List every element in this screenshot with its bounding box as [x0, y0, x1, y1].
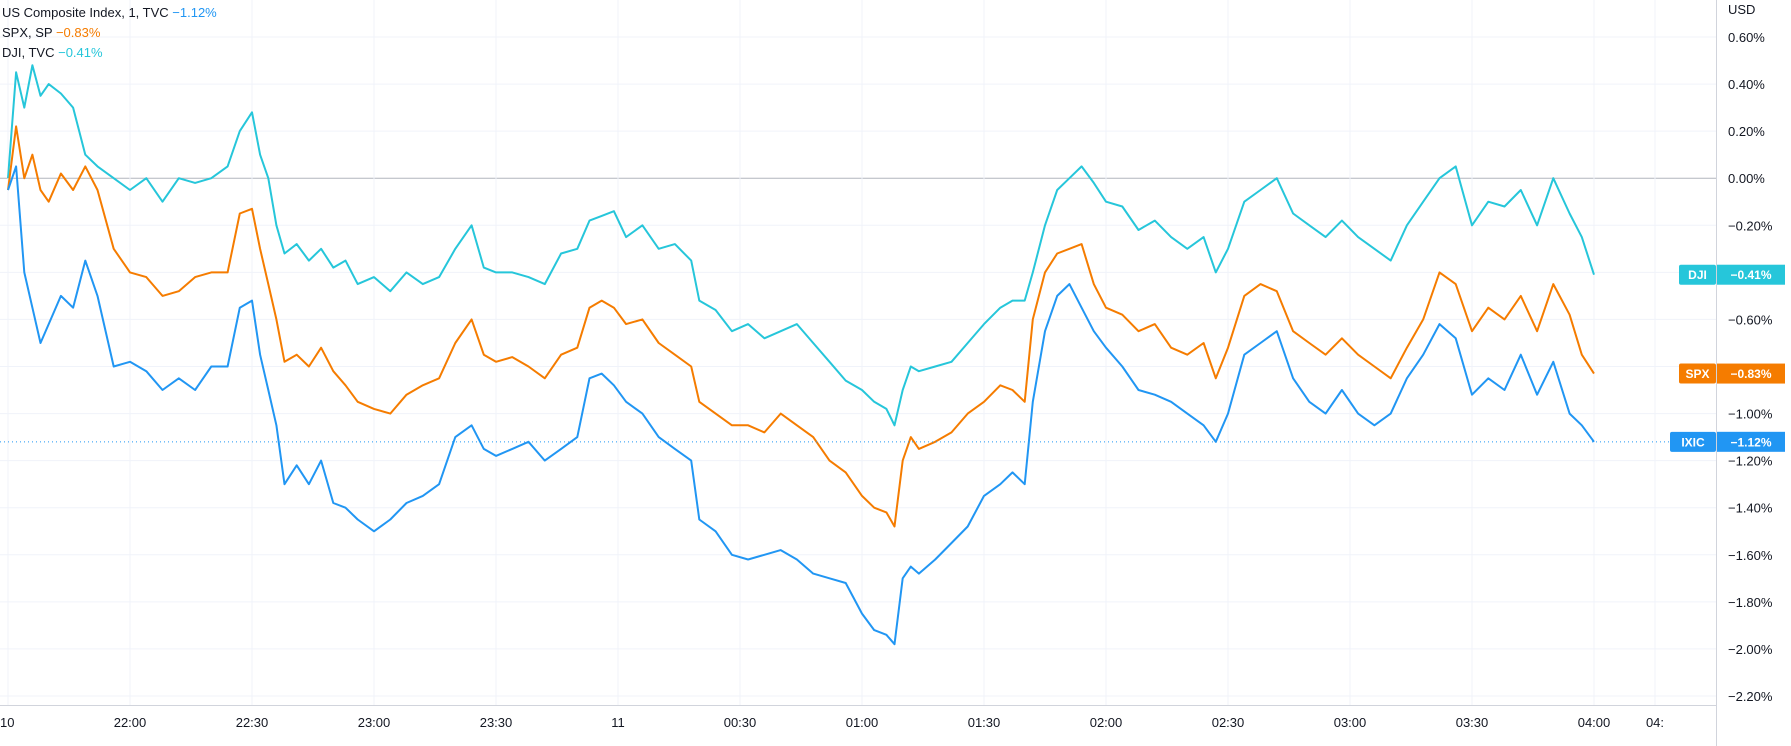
- dji-series-line[interactable]: [7, 64, 1595, 427]
- y-tick-label: −1.80%: [1728, 595, 1773, 610]
- legend-entry[interactable]: DJI, TVC −0.41%: [2, 45, 103, 60]
- y-tick-label: 0.60%: [1728, 30, 1765, 45]
- spx-badge-label: SPX: [1685, 367, 1709, 381]
- legend-entry-value: −0.83%: [56, 25, 101, 40]
- x-tick-label: 03:00: [1334, 715, 1367, 730]
- x-tick-label: 04:00: [1578, 715, 1611, 730]
- x-tick-label: 22:30: [236, 715, 269, 730]
- legend-entry-name: DJI, TVC: [2, 45, 58, 60]
- x-tick-label: 10: [0, 715, 14, 730]
- x-tick-label: 00:30: [724, 715, 757, 730]
- series-layer: [0, 64, 1716, 646]
- y-tick-label: −2.00%: [1728, 642, 1773, 657]
- x-tick-label: 23:00: [358, 715, 391, 730]
- axis-unit-label: USD: [1728, 2, 1755, 17]
- legend: US Composite Index, 1, TVC −1.12% SPX, SP…: [2, 5, 217, 60]
- x-tick-label: 11: [611, 715, 625, 730]
- legend-entry-value: −1.12%: [172, 5, 217, 20]
- ixic-badge-label: IXIC: [1681, 435, 1705, 449]
- y-tick-label: 0.20%: [1728, 124, 1765, 139]
- dji-badge-label-bg: [1679, 264, 1716, 285]
- legend-entry-value: −0.41%: [58, 45, 103, 60]
- legend-entry-name: SPX, SP: [2, 25, 56, 40]
- legend-entry[interactable]: US Composite Index, 1, TVC −1.12%: [2, 5, 217, 20]
- x-tick-label: 22:00: [114, 715, 147, 730]
- x-tick-label: 04:: [1646, 715, 1664, 730]
- y-tick-label: 0.40%: [1728, 77, 1765, 92]
- legend-entry[interactable]: SPX, SP −0.83%: [2, 25, 101, 40]
- ixic-badge-value: −1.12%: [1730, 435, 1771, 449]
- ixic-badge-label-bg: [1670, 431, 1716, 452]
- legend-entry-name: US Composite Index, 1, TVC: [2, 5, 172, 20]
- x-tick-label: 01:30: [968, 715, 1001, 730]
- dji-badge-value: −0.41%: [1730, 268, 1771, 282]
- y-tick-label: −1.60%: [1728, 548, 1773, 563]
- x-tick-label: 03:30: [1456, 715, 1489, 730]
- x-tick-label: 23:30: [480, 715, 513, 730]
- y-tick-label: −0.60%: [1728, 312, 1773, 327]
- dji-badge-label: DJI: [1688, 268, 1707, 282]
- x-tick-label: 02:30: [1212, 715, 1245, 730]
- y-tick-label: −1.00%: [1728, 407, 1773, 422]
- y-tick-label: 0.00%: [1728, 171, 1765, 186]
- x-tick-label: 02:00: [1090, 715, 1123, 730]
- spx-badge-value-bg: [1717, 363, 1785, 384]
- ixic-badge-value-bg: [1717, 431, 1785, 452]
- y-tick-label: −1.20%: [1728, 454, 1773, 469]
- dji-badge-value-bg: [1717, 264, 1785, 285]
- y-tick-label: −1.40%: [1728, 501, 1773, 516]
- spx-badge-value: −0.83%: [1730, 367, 1771, 381]
- y-tick-label: −0.20%: [1728, 218, 1773, 233]
- spx-badge-label-bg: [1679, 363, 1716, 384]
- grid-layer: [0, 0, 1716, 705]
- y-tick-label: −2.20%: [1728, 689, 1773, 704]
- spx-series-line[interactable]: [7, 125, 1595, 528]
- ixic-series-line[interactable]: [7, 165, 1595, 646]
- x-tick-label: 01:00: [846, 715, 879, 730]
